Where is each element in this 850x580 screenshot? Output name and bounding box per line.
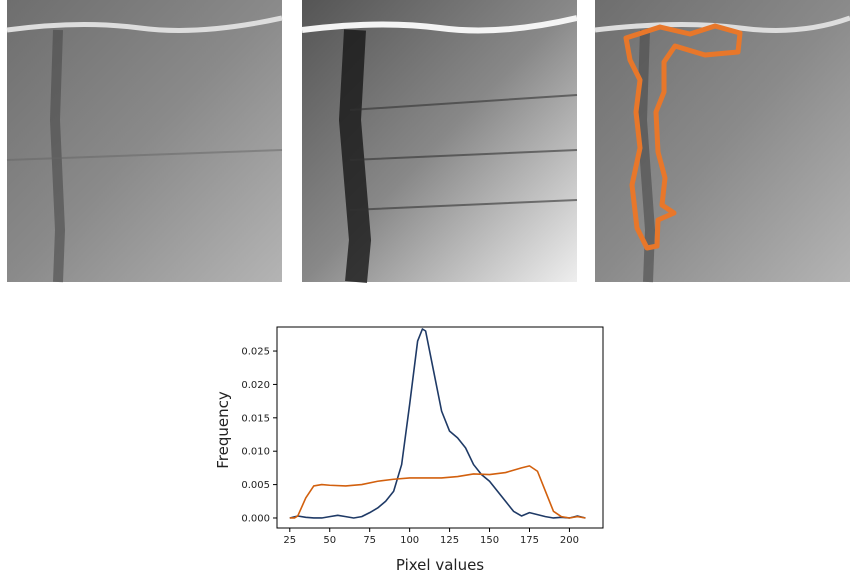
image-original	[6, 0, 283, 283]
x-tick-label: 25	[283, 535, 296, 546]
x-tick-label: 175	[520, 535, 539, 546]
image-annotated	[594, 0, 850, 283]
x-tick-label: 50	[323, 535, 336, 546]
image-enhanced	[301, 0, 578, 284]
x-tick-label: 100	[400, 535, 419, 546]
y-tick-label: 0.025	[241, 347, 270, 358]
x-tick-label: 150	[480, 535, 499, 546]
y-tick-label: 0.010	[241, 447, 270, 458]
y-tick-label: 0.015	[241, 413, 270, 424]
plot-frame	[276, 326, 604, 529]
x-tick-label: 125	[440, 535, 459, 546]
line-series	[289, 328, 586, 519]
line-series	[289, 465, 586, 519]
y-tick-label: 0.020	[241, 380, 270, 391]
x-tick-label: 75	[363, 535, 376, 546]
y-axis-label: Frequency	[214, 391, 232, 469]
x-axis-label: Pixel values	[396, 556, 484, 574]
y-tick-label: 0.005	[241, 480, 270, 491]
x-tick-label: 200	[560, 535, 579, 546]
y-tick-label: 0.000	[241, 513, 270, 524]
